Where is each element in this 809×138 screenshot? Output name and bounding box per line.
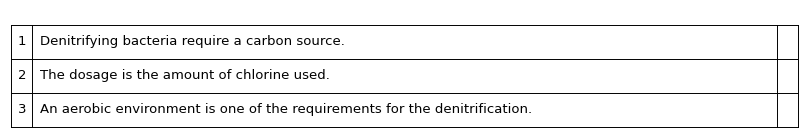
Text: An aerobic environment is one of the requirements for the denitrification.: An aerobic environment is one of the req… bbox=[40, 104, 532, 116]
Text: 1: 1 bbox=[18, 35, 26, 48]
Text: Denitrifying bacteria require a carbon source.: Denitrifying bacteria require a carbon s… bbox=[40, 35, 345, 48]
Text: 3: 3 bbox=[18, 104, 26, 116]
Text: 2: 2 bbox=[18, 69, 26, 82]
Text: The dosage is the amount of chlorine used.: The dosage is the amount of chlorine use… bbox=[40, 69, 330, 82]
